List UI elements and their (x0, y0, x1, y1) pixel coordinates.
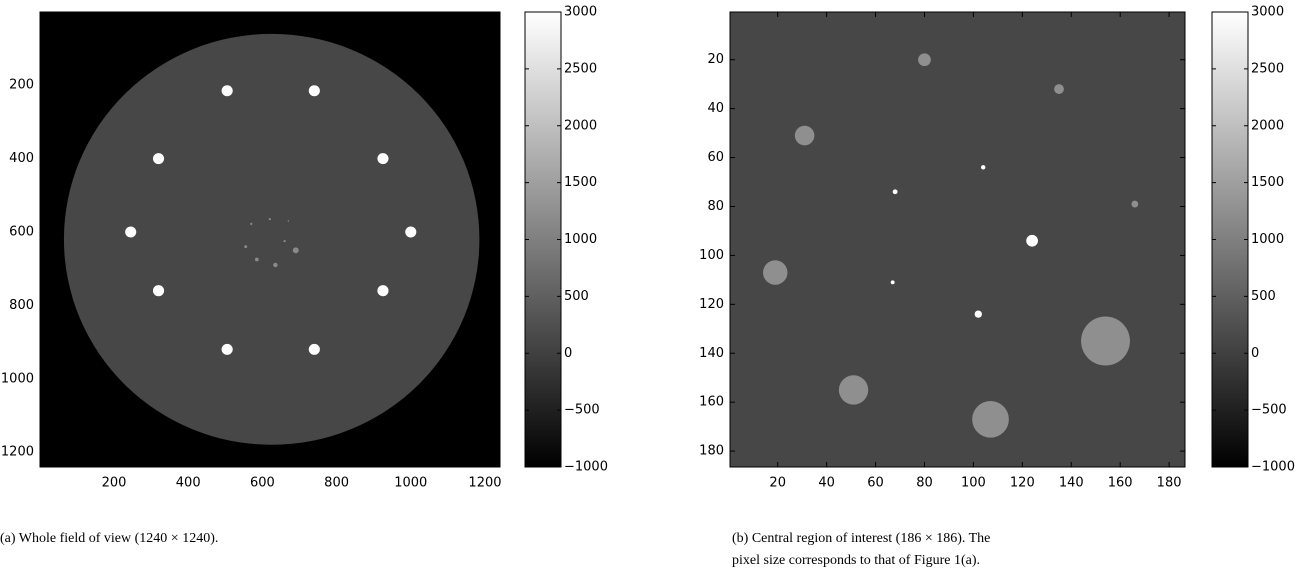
y-tick-label: 800 (9, 298, 34, 313)
y-tick-label: 160 (699, 395, 724, 410)
caption: (b) Central region of interest (186 × 18… (732, 531, 990, 546)
colorbar-tick-label: 1000 (564, 232, 597, 247)
y-tick-label: 100 (699, 248, 724, 263)
x-tick-label: 1000 (394, 476, 427, 491)
colorbar (525, 12, 561, 467)
x-tick-label: 600 (250, 476, 275, 491)
ct-image (40, 12, 522, 489)
colorbar-tick-label: 0 (1251, 346, 1259, 361)
x-tick-label: 1200 (468, 476, 501, 491)
y-tick-label: 140 (699, 346, 724, 361)
caption: (a) Whole field of view (1240 × 1240). (0, 531, 218, 546)
x-tick-label: 80 (916, 476, 933, 491)
x-tick-label: 140 (1059, 476, 1084, 491)
y-tick-label: 400 (9, 151, 34, 166)
colorbar-tick-label: 2000 (1251, 118, 1284, 133)
x-tick-label: 40 (818, 476, 835, 491)
y-tick-label: 80 (707, 199, 724, 214)
roi-image (729, 11, 1218, 500)
x-tick-label: 200 (102, 476, 127, 491)
colorbar-tick-label: 1000 (1251, 232, 1284, 247)
colorbar-tick-label: 2000 (564, 118, 597, 133)
x-tick-label: 400 (176, 476, 201, 491)
x-tick-label: 800 (324, 476, 349, 491)
figure: 2004006008001000120020040060080010001200… (0, 0, 1302, 576)
y-tick-label: 40 (707, 101, 724, 116)
colorbar-tick-label: 500 (1251, 289, 1276, 304)
colorbar-tick-label: 2500 (1251, 61, 1284, 76)
colorbar-tick-label: −500 (564, 403, 600, 418)
x-tick-label: 120 (1010, 476, 1035, 491)
x-tick-label: 180 (1157, 476, 1182, 491)
y-tick-label: 120 (699, 297, 724, 312)
caption: pixel size corresponds to that of Figure… (732, 553, 980, 568)
y-tick-label: 600 (9, 224, 34, 239)
y-tick-label: 20 (707, 52, 724, 67)
colorbar (1212, 12, 1248, 467)
colorbar-tick-label: −1000 (564, 460, 608, 475)
colorbar-tick-label: 1500 (1251, 175, 1284, 190)
colorbar-tick-label: 2500 (564, 61, 597, 76)
x-tick-label: 160 (1108, 476, 1133, 491)
y-tick-label: 200 (9, 78, 34, 93)
y-tick-label: 1000 (1, 371, 34, 386)
y-tick-label: 180 (699, 444, 724, 459)
x-tick-label: 20 (769, 476, 786, 491)
colorbar-tick-label: 500 (564, 289, 589, 304)
x-tick-label: 100 (961, 476, 986, 491)
colorbar-tick-label: 3000 (564, 5, 597, 20)
colorbar-tick-label: 1500 (564, 175, 597, 190)
colorbar-tick-label: −1000 (1251, 460, 1295, 475)
y-tick-label: 1200 (1, 445, 34, 460)
colorbar-tick-label: −500 (1251, 403, 1287, 418)
y-tick-label: 60 (707, 150, 724, 165)
colorbar-tick-label: 0 (564, 346, 572, 361)
x-tick-label: 60 (867, 476, 884, 491)
colorbar-tick-label: 3000 (1251, 5, 1284, 20)
